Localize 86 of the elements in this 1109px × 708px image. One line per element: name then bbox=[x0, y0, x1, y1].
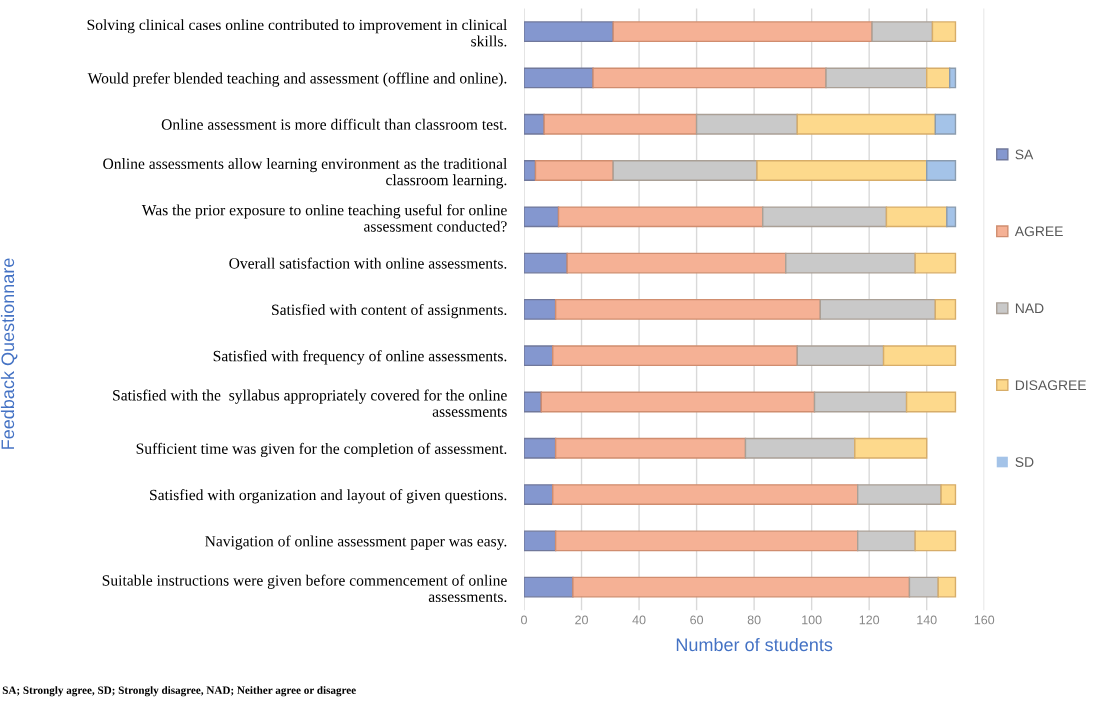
bar bbox=[524, 345, 554, 367]
bar bbox=[554, 530, 859, 552]
y-axis-title: Feedback Questionnare bbox=[0, 258, 18, 449]
bar bbox=[756, 160, 928, 181]
bar bbox=[946, 206, 957, 228]
bar bbox=[612, 160, 758, 181]
bar bbox=[524, 530, 557, 552]
bar bbox=[926, 160, 957, 181]
y-tick-label: Satisfied with frequency of online assessments. bbox=[213, 350, 507, 365]
y-tick-label: Was the prior exposure to online teaching useful for online assessment conducted? bbox=[141, 204, 507, 232]
bar bbox=[554, 437, 747, 459]
x-tick-label: 160 bbox=[974, 615, 995, 625]
bar bbox=[524, 484, 554, 505]
bar bbox=[882, 345, 957, 367]
bar bbox=[524, 67, 594, 89]
bar bbox=[554, 298, 821, 320]
bar bbox=[825, 67, 928, 89]
legend-label: SD bbox=[1015, 457, 1034, 467]
y-tick-label: Navigation of online assessment paper was easy. bbox=[205, 535, 507, 550]
x-tick-label: 140 bbox=[917, 615, 937, 625]
y-tick-label: Sufficient time was given for the completion of assessment. bbox=[136, 442, 507, 458]
bar bbox=[540, 391, 816, 413]
x-tick-label: 120 bbox=[859, 615, 880, 625]
bar bbox=[854, 437, 928, 459]
bar bbox=[813, 391, 908, 413]
x-tick-label: 0 bbox=[521, 615, 527, 625]
y-tick-label: Satisfied with organization and layout of given questions. bbox=[150, 489, 507, 504]
bar bbox=[524, 113, 545, 135]
bar bbox=[914, 252, 957, 274]
bar bbox=[524, 437, 557, 459]
y-tick-label: Online assessment is more difficult than classroom test. bbox=[161, 118, 507, 130]
x-tick-label: 80 bbox=[747, 615, 761, 625]
bar bbox=[785, 252, 916, 274]
bar bbox=[524, 391, 542, 413]
x-tick-label: 20 bbox=[575, 615, 588, 625]
y-tick-label: Satisfied with the syllabus appropriately covered for the online assessments bbox=[113, 389, 507, 417]
bar bbox=[796, 113, 937, 135]
bar bbox=[926, 67, 951, 89]
bar bbox=[524, 576, 574, 598]
bar bbox=[937, 576, 957, 598]
bar bbox=[524, 206, 560, 228]
bar bbox=[557, 206, 764, 228]
bar bbox=[856, 530, 916, 552]
bar bbox=[819, 298, 937, 320]
bar bbox=[934, 298, 957, 320]
bar bbox=[931, 21, 957, 43]
bar bbox=[524, 298, 557, 320]
bar bbox=[524, 160, 537, 181]
bar bbox=[524, 252, 568, 274]
bar bbox=[905, 391, 957, 413]
y-tick-label: Satisfied with content of assignments. bbox=[272, 303, 507, 319]
bar bbox=[934, 113, 957, 135]
x-axis-title: Number of students bbox=[676, 637, 833, 652]
bar bbox=[524, 21, 614, 43]
x-tick-label: 40 bbox=[632, 615, 646, 625]
bar bbox=[543, 113, 698, 135]
y-tick-label: Overall satisfaction with online assessments. bbox=[229, 257, 507, 269]
legend-label: AGREE bbox=[1014, 226, 1063, 237]
bar bbox=[949, 67, 957, 89]
bar bbox=[796, 345, 885, 367]
y-tick-label: Suitable instructions were given before commencement of online assessments. bbox=[102, 574, 507, 603]
bar bbox=[908, 576, 939, 598]
bar bbox=[552, 345, 798, 367]
bar bbox=[566, 252, 787, 274]
text: SA; Strongly agree, SD; Strongly disagree, NAD; Neither agree or disagree bbox=[2, 686, 356, 697]
y-tick-label: Solving clinical cases online contributed to improvement in clinical skills. bbox=[87, 19, 508, 47]
legend-label: NAD bbox=[1015, 303, 1044, 314]
bar bbox=[940, 484, 957, 505]
legend-label: DISAGREE bbox=[1015, 380, 1086, 391]
bar bbox=[885, 206, 948, 228]
bar bbox=[695, 113, 798, 135]
bar bbox=[612, 21, 873, 43]
bar bbox=[914, 530, 957, 552]
legend-label: SA bbox=[1015, 149, 1034, 160]
bar bbox=[572, 576, 911, 598]
x-tick-label: 100 bbox=[802, 615, 822, 625]
bar bbox=[762, 206, 888, 228]
bar bbox=[592, 67, 827, 89]
bar bbox=[552, 484, 859, 505]
y-tick-label: Would prefer blended teaching and assessment (offline and online). bbox=[87, 72, 507, 87]
bar bbox=[856, 484, 942, 505]
bar bbox=[534, 160, 614, 181]
x-tick-label: 60 bbox=[690, 615, 704, 625]
bar bbox=[744, 437, 856, 459]
y-tick-label: Online assessments allow learning environment as the traditional classroom learning. bbox=[103, 158, 508, 189]
bar bbox=[871, 21, 934, 43]
